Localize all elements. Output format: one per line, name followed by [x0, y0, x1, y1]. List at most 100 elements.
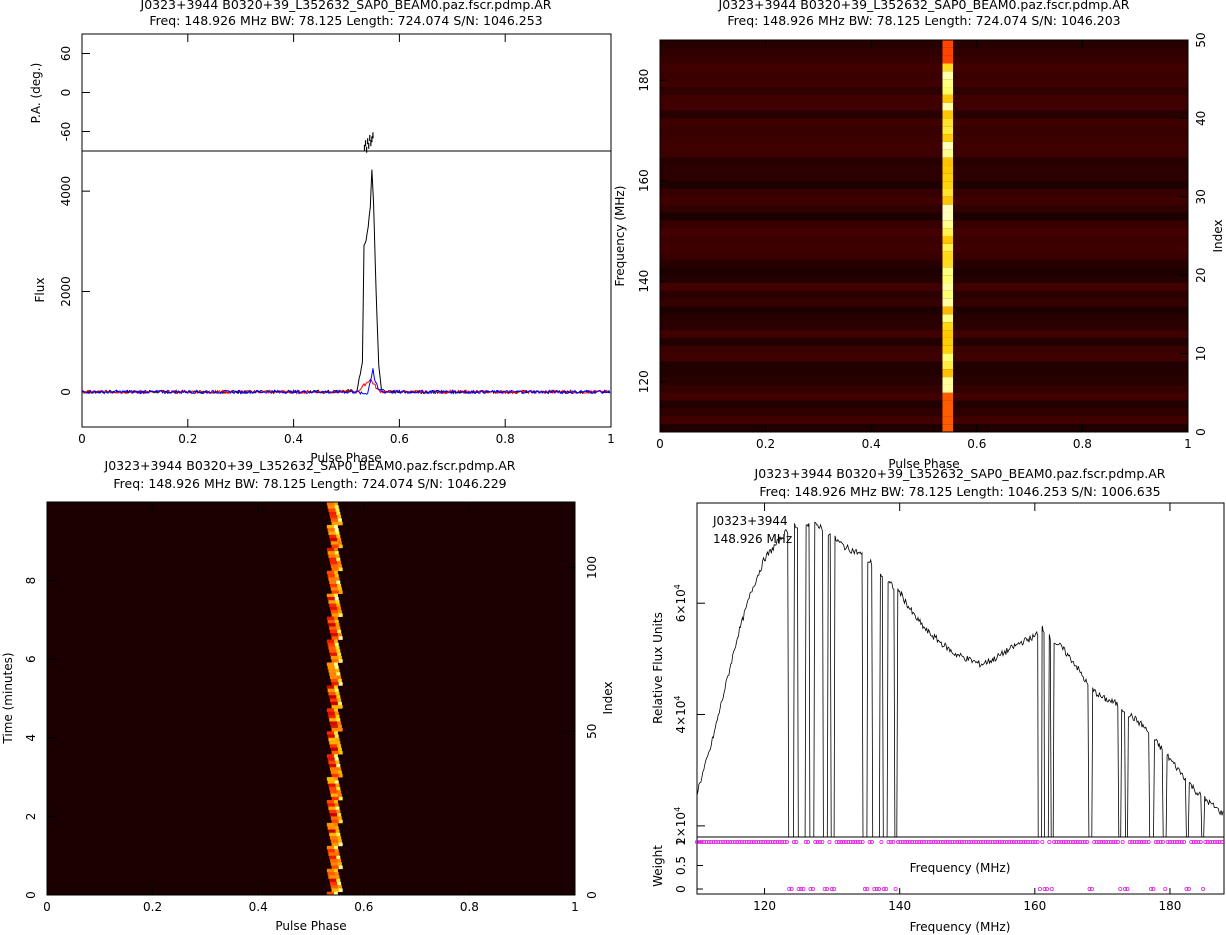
- weight-point: [787, 887, 792, 892]
- freqphase-pulse-cell: [942, 220, 954, 229]
- weight-point: [775, 840, 780, 845]
- timephase-pulse-cell: [337, 793, 342, 798]
- time-phase-panel: J0323+3944 B0320+39_L352632_SAP0_BEAM0.p…: [1, 458, 615, 933]
- weight-point: [917, 840, 922, 845]
- freqphase-y2-label: Index: [1211, 219, 1225, 252]
- timephase-pulse-cell: [326, 502, 336, 506]
- timephase-pulse-cell: [330, 744, 339, 748]
- weight-point: [1059, 840, 1064, 845]
- bandpass-ytick-label: 2×104: [673, 807, 688, 845]
- weight-point: [728, 840, 733, 845]
- timephase-pulse-cell: [338, 659, 343, 663]
- freqphase-xtick-label: 0.2: [756, 437, 775, 451]
- weight-point: [773, 840, 778, 845]
- timephase-pulse-cell: [329, 786, 338, 791]
- freqphase-pulse-cell: [942, 322, 954, 331]
- weight-point: [891, 840, 896, 845]
- freqphase-channel-row: [660, 424, 1188, 433]
- freqphase-pulse-cell: [942, 228, 954, 237]
- freqphase-xtick-label: 0.8: [1073, 437, 1092, 451]
- timephase-pulse-cell: [333, 731, 338, 735]
- weight-point: [1082, 840, 1087, 845]
- timephase-pulse-cell: [326, 731, 336, 735]
- weight-point: [718, 840, 723, 845]
- weight-point: [1160, 840, 1165, 845]
- weight-point: [976, 840, 981, 845]
- weight-point: [855, 840, 860, 845]
- weight-point: [985, 840, 990, 845]
- weight-point: [806, 840, 811, 845]
- weight-point: [1127, 840, 1132, 845]
- timephase-pulse-cell: [338, 682, 343, 686]
- weight-point: [697, 840, 702, 845]
- weight-point: [1023, 840, 1028, 845]
- freqphase-pulse-cell: [942, 134, 954, 143]
- freqphase-y2tick-label: 50: [1194, 32, 1208, 47]
- timephase-pulse-cell: [328, 600, 338, 604]
- timephase-y2tick-label: 50: [585, 724, 599, 739]
- weight-point: [865, 887, 870, 892]
- timephase-pulse-cell: [330, 721, 339, 725]
- timephase-pulse-cell: [337, 790, 342, 794]
- timephase-pulse-cell: [337, 675, 342, 680]
- freqphase-x-label: Pulse Phase: [888, 457, 959, 471]
- timephase-pulse-cell: [328, 646, 338, 650]
- freqphase-channel-row: [660, 188, 1188, 198]
- timephase-pulse-cell: [329, 809, 338, 814]
- weight-point: [1167, 840, 1172, 845]
- timephase-pulse-cell: [337, 816, 342, 820]
- timephase-pulse-cell: [335, 508, 340, 513]
- weight-point: [862, 887, 867, 892]
- timephase-pulse-cell: [337, 538, 342, 542]
- timephase-pulse-cell: [333, 616, 338, 621]
- weight-point: [737, 840, 742, 845]
- timephase-pulse-cell: [334, 826, 339, 830]
- weight-point: [919, 840, 924, 845]
- timephase-pulse-cell: [337, 564, 342, 568]
- freqphase-pulse-cell: [942, 165, 954, 174]
- timephase-pulse-cell: [335, 623, 340, 627]
- weight-point: [879, 840, 884, 845]
- weight-point: [893, 887, 898, 892]
- timephase-pulse-cell: [329, 534, 338, 539]
- timephase-pulse-cell: [329, 626, 338, 631]
- freqphase-channel-row: [660, 204, 1188, 213]
- bandpass-spectrum: [696, 521, 1224, 838]
- freqphase-channel-row: [660, 345, 1188, 355]
- timephase-pulse-cell: [326, 685, 336, 689]
- weight-point: [1208, 840, 1213, 845]
- weight-point: [1137, 840, 1142, 845]
- weight-point: [1009, 840, 1014, 845]
- weight-point: [926, 840, 931, 845]
- timephase-pulse-cell: [327, 574, 337, 578]
- timephase-pulse-cell: [330, 839, 340, 843]
- freqphase-channel-row: [660, 212, 1188, 221]
- timephase-pulse-cell: [329, 695, 338, 699]
- weight-point: [896, 840, 901, 845]
- weight-point: [912, 840, 917, 845]
- timephase-pulse-cell: [333, 639, 338, 644]
- timephase-pulse-cell: [334, 757, 339, 762]
- weight-point: [1163, 887, 1168, 892]
- weight-point: [971, 840, 976, 845]
- weight-point: [711, 840, 716, 845]
- weight-point: [732, 840, 737, 845]
- weight-point: [1063, 840, 1068, 845]
- weight-y-label: Weight: [651, 845, 665, 887]
- weight-point: [813, 840, 818, 845]
- timephase-pulse-cell: [328, 508, 338, 513]
- timephase-pulse-cell: [335, 554, 340, 558]
- timephase-pulse-cell: [326, 708, 336, 712]
- freqphase-channel-row: [660, 353, 1188, 362]
- timephase-pulse-cell: [333, 800, 338, 804]
- timephase-pulse-cell: [331, 682, 341, 686]
- timephase-pulse-cell: [336, 878, 341, 883]
- timephase-pulse-cell: [330, 793, 340, 798]
- timephase-pulse-cell: [335, 531, 340, 536]
- weight-point: [938, 840, 943, 845]
- timephase-pulse-cell: [338, 521, 343, 526]
- freqphase-channel-row: [660, 416, 1188, 425]
- freqphase-channel-row: [660, 243, 1188, 253]
- pa-axes-frame: [81, 33, 612, 152]
